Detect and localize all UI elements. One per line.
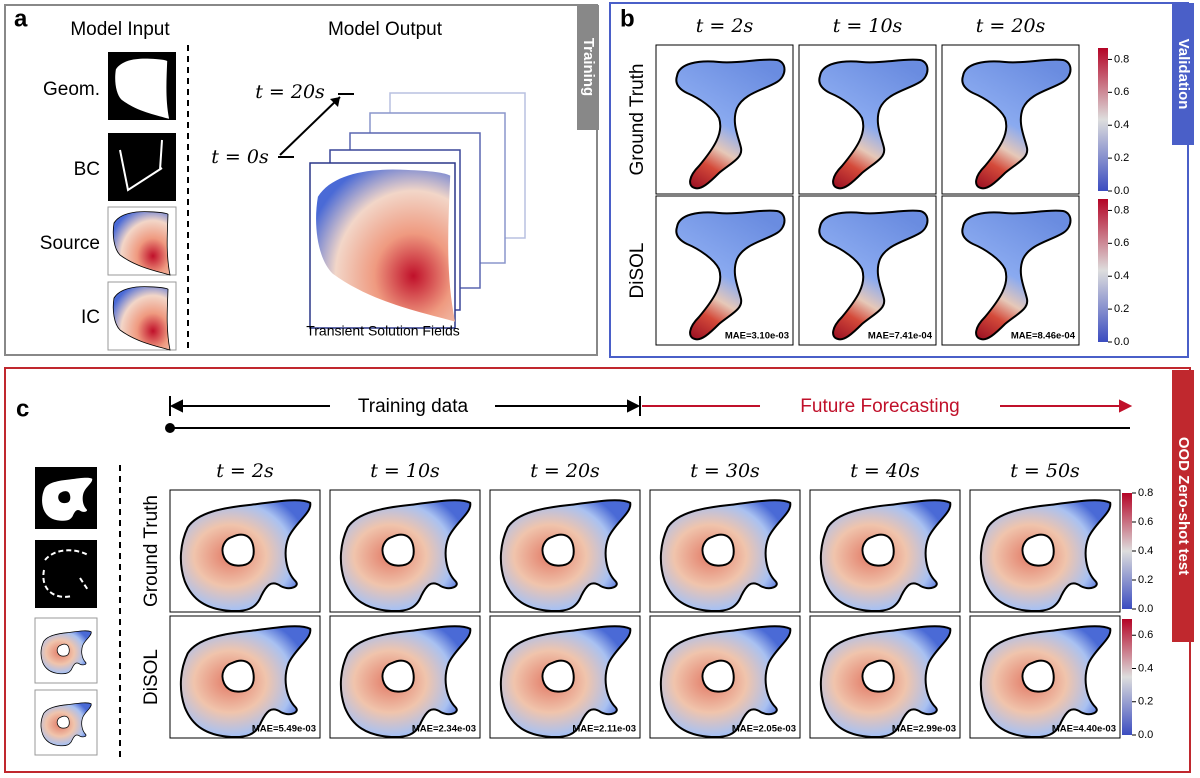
tag: OOD Zero-shot test — [1175, 437, 1192, 575]
mae-label: MAE=8.46e-04 — [1011, 331, 1076, 342]
colorbar-tick-label: 0.0 — [1114, 336, 1129, 348]
colorbar-tick-label: 0.8 — [1114, 53, 1129, 65]
input-label: IC — [81, 307, 100, 328]
tag-bg — [1172, 370, 1194, 642]
heading: Model Input — [70, 19, 170, 40]
mae-label: MAE=7.41e-04 — [868, 331, 933, 342]
time-label: t = 30s — [690, 460, 760, 482]
colorbar — [1122, 619, 1132, 735]
arrow — [169, 399, 641, 413]
colorbar — [1122, 493, 1132, 609]
colorbar-tick-label: 0.4 — [1114, 119, 1129, 131]
time-label: t = 20s — [530, 460, 600, 482]
colorbar-tick-label: 0.8 — [1138, 487, 1153, 499]
segment-label: Future Forecasting — [800, 396, 959, 417]
time-label: t = 2s — [216, 460, 274, 482]
tag-bg — [577, 5, 599, 130]
arrow — [642, 399, 1133, 413]
mae-label: MAE=2.99e-03 — [892, 724, 956, 735]
time-label: t = 50s — [1010, 460, 1080, 482]
time-label: t = 0s — [211, 146, 269, 168]
panel-label: a — [14, 5, 28, 32]
colorbar — [1098, 48, 1108, 191]
caption: Transient Solution Fields — [306, 323, 460, 339]
colorbar — [1098, 199, 1108, 342]
colorbar-tick-label: 0.0 — [1138, 603, 1153, 615]
mae-label: MAE=3.10e-03 — [725, 331, 789, 342]
time-label: t = 10s — [833, 15, 903, 37]
colorbar-tick-label: 0.2 — [1138, 696, 1153, 708]
input-label: Source — [40, 233, 100, 254]
row-label: DiSOL — [627, 243, 648, 299]
mae-label: MAE=2.05e-03 — [732, 724, 796, 735]
timeline-start — [165, 423, 175, 433]
frame-stack — [309, 92, 526, 329]
time-label: t = 10s — [370, 460, 440, 482]
mae-label: MAE=4.40e-03 — [1052, 724, 1116, 735]
arrow-head — [330, 97, 340, 107]
arrow — [279, 96, 341, 156]
mae-label: MAE=2.11e-03 — [572, 724, 636, 735]
tag-bg — [1172, 3, 1194, 145]
colorbar-tick-label: 0.8 — [1114, 204, 1129, 216]
colorbar-tick-label: 0.2 — [1138, 574, 1153, 586]
time-label: t = 40s — [850, 460, 920, 482]
colorbar-tick-label: 0.4 — [1138, 662, 1153, 674]
colorbar-tick-label: 0.0 — [1114, 185, 1129, 197]
segment-label: Training data — [358, 396, 469, 417]
panel-b-frame — [609, 2, 1189, 358]
tag: Training — [580, 38, 597, 96]
input-label: Geom. — [43, 79, 100, 100]
colorbar-tick-label: 0.2 — [1114, 303, 1129, 315]
colorbar-tick-label: 0.2 — [1114, 152, 1129, 164]
tag: Validation — [1175, 39, 1192, 110]
input-label: BC — [74, 159, 100, 180]
colorbar-tick-label: 0.6 — [1138, 516, 1153, 528]
time-label: t = 20s — [976, 15, 1046, 37]
colorbar-tick-label: 0.4 — [1114, 270, 1129, 282]
row-label: DiSOL — [141, 649, 162, 705]
panel-label: b — [620, 5, 635, 32]
bc-line — [42, 549, 89, 598]
time-label: t = 20s — [255, 81, 325, 103]
colorbar-tick-label: 0.6 — [1114, 86, 1129, 98]
colorbar-tick-label: 0.0 — [1138, 729, 1153, 741]
bc-line — [119, 139, 163, 192]
colorbar-tick-label: 0.6 — [1138, 629, 1153, 641]
mae-label: MAE=5.49e-03 — [252, 724, 316, 735]
bc-image — [108, 133, 176, 201]
row-label: Ground Truth — [141, 495, 162, 607]
panel-label: c — [16, 395, 29, 422]
colorbar-tick-label: 0.6 — [1114, 237, 1129, 249]
time-label: t = 2s — [696, 15, 754, 37]
mae-label: MAE=2.34e-03 — [412, 724, 476, 735]
panel-a-frame — [4, 4, 598, 356]
row-label: Ground Truth — [627, 64, 648, 176]
heading: Model Output — [328, 19, 443, 40]
colorbar-tick-label: 0.4 — [1138, 545, 1153, 557]
